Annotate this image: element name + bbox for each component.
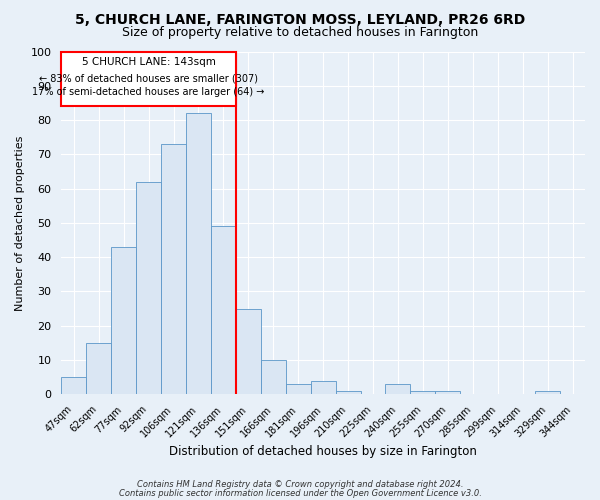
Y-axis label: Number of detached properties: Number of detached properties [15, 135, 25, 310]
Bar [535, 391, 560, 394]
Bar [236, 308, 261, 394]
Bar [311, 380, 335, 394]
Bar [161, 144, 186, 394]
Text: 5, CHURCH LANE, FARINGTON MOSS, LEYLAND, PR26 6RD: 5, CHURCH LANE, FARINGTON MOSS, LEYLAND,… [75, 12, 525, 26]
Text: ← 83% of detached houses are smaller (307): ← 83% of detached houses are smaller (30… [39, 74, 258, 84]
Bar [261, 360, 286, 394]
Bar [186, 113, 211, 394]
Bar [211, 226, 236, 394]
Bar [385, 384, 410, 394]
Bar [136, 182, 161, 394]
Bar [111, 247, 136, 394]
Text: 5 CHURCH LANE: 143sqm: 5 CHURCH LANE: 143sqm [82, 56, 215, 66]
Text: Size of property relative to detached houses in Farington: Size of property relative to detached ho… [122, 26, 478, 39]
Bar [86, 343, 111, 394]
Bar [436, 391, 460, 394]
Bar [410, 391, 436, 394]
Text: Contains HM Land Registry data © Crown copyright and database right 2024.: Contains HM Land Registry data © Crown c… [137, 480, 463, 489]
Bar [61, 377, 86, 394]
Bar [286, 384, 311, 394]
X-axis label: Distribution of detached houses by size in Farington: Distribution of detached houses by size … [169, 444, 477, 458]
Text: Contains public sector information licensed under the Open Government Licence v3: Contains public sector information licen… [119, 488, 481, 498]
Text: 17% of semi-detached houses are larger (64) →: 17% of semi-detached houses are larger (… [32, 88, 265, 98]
FancyBboxPatch shape [61, 52, 236, 106]
Bar [335, 391, 361, 394]
